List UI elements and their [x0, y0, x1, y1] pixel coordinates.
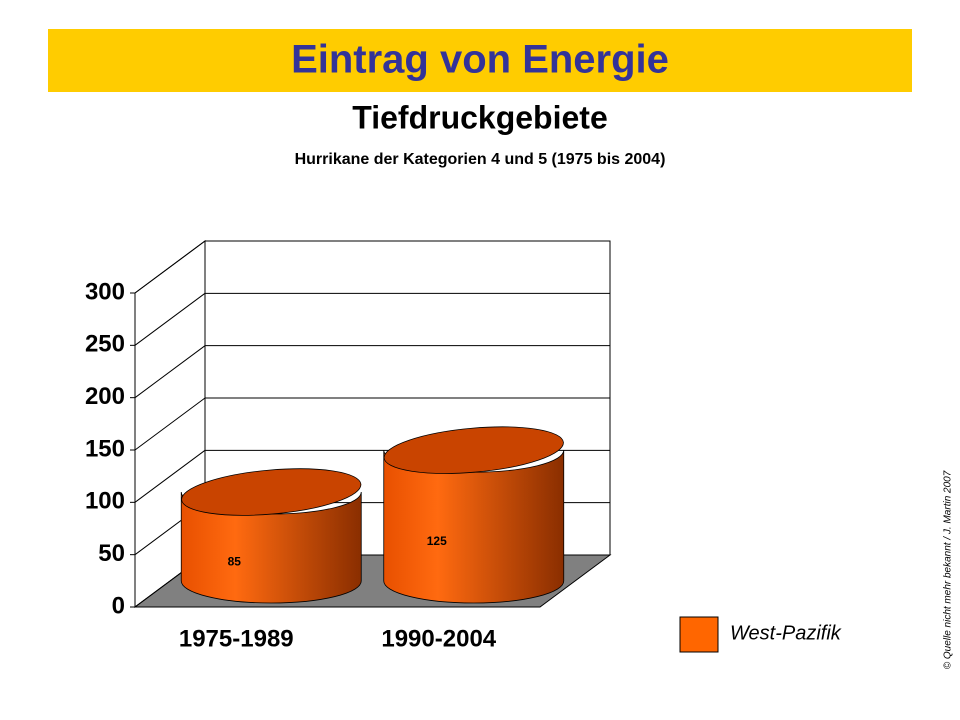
- y-tick-label: 100: [85, 488, 125, 515]
- bar-top: [181, 468, 362, 516]
- title-band: [48, 29, 912, 92]
- subtitle: Tiefdruckgebiete: [352, 99, 607, 135]
- y-tick-label: 300: [85, 278, 125, 305]
- grid-line: [134, 449, 206, 503]
- caption: Hurrikane der Kategorien 4 und 5 (1975 b…: [295, 151, 666, 168]
- x-tick-label: 1975-1989: [179, 625, 294, 652]
- x-tick-label: 1990-2004: [381, 625, 496, 652]
- grid-line: [134, 397, 206, 451]
- bar-top: [383, 426, 564, 474]
- y-tick-label: 50: [98, 540, 125, 567]
- grid-line: [134, 240, 206, 294]
- value-label: 85: [228, 555, 242, 569]
- grid-line: [134, 292, 206, 346]
- grid-line: [134, 345, 206, 399]
- y-tick-label: 150: [85, 435, 125, 462]
- bar: [383, 450, 565, 604]
- legend-label: West-Pazifik: [730, 622, 842, 644]
- footnote: © Quelle nicht mehr bekannt / J. Martin …: [943, 470, 954, 669]
- value-label: 125: [427, 534, 447, 548]
- y-tick-label: 200: [85, 383, 125, 410]
- y-tick-label: 0: [112, 592, 125, 619]
- legend-swatch: [679, 616, 719, 653]
- title: Eintrag von Energie: [291, 38, 669, 82]
- y-tick-label: 250: [85, 331, 125, 358]
